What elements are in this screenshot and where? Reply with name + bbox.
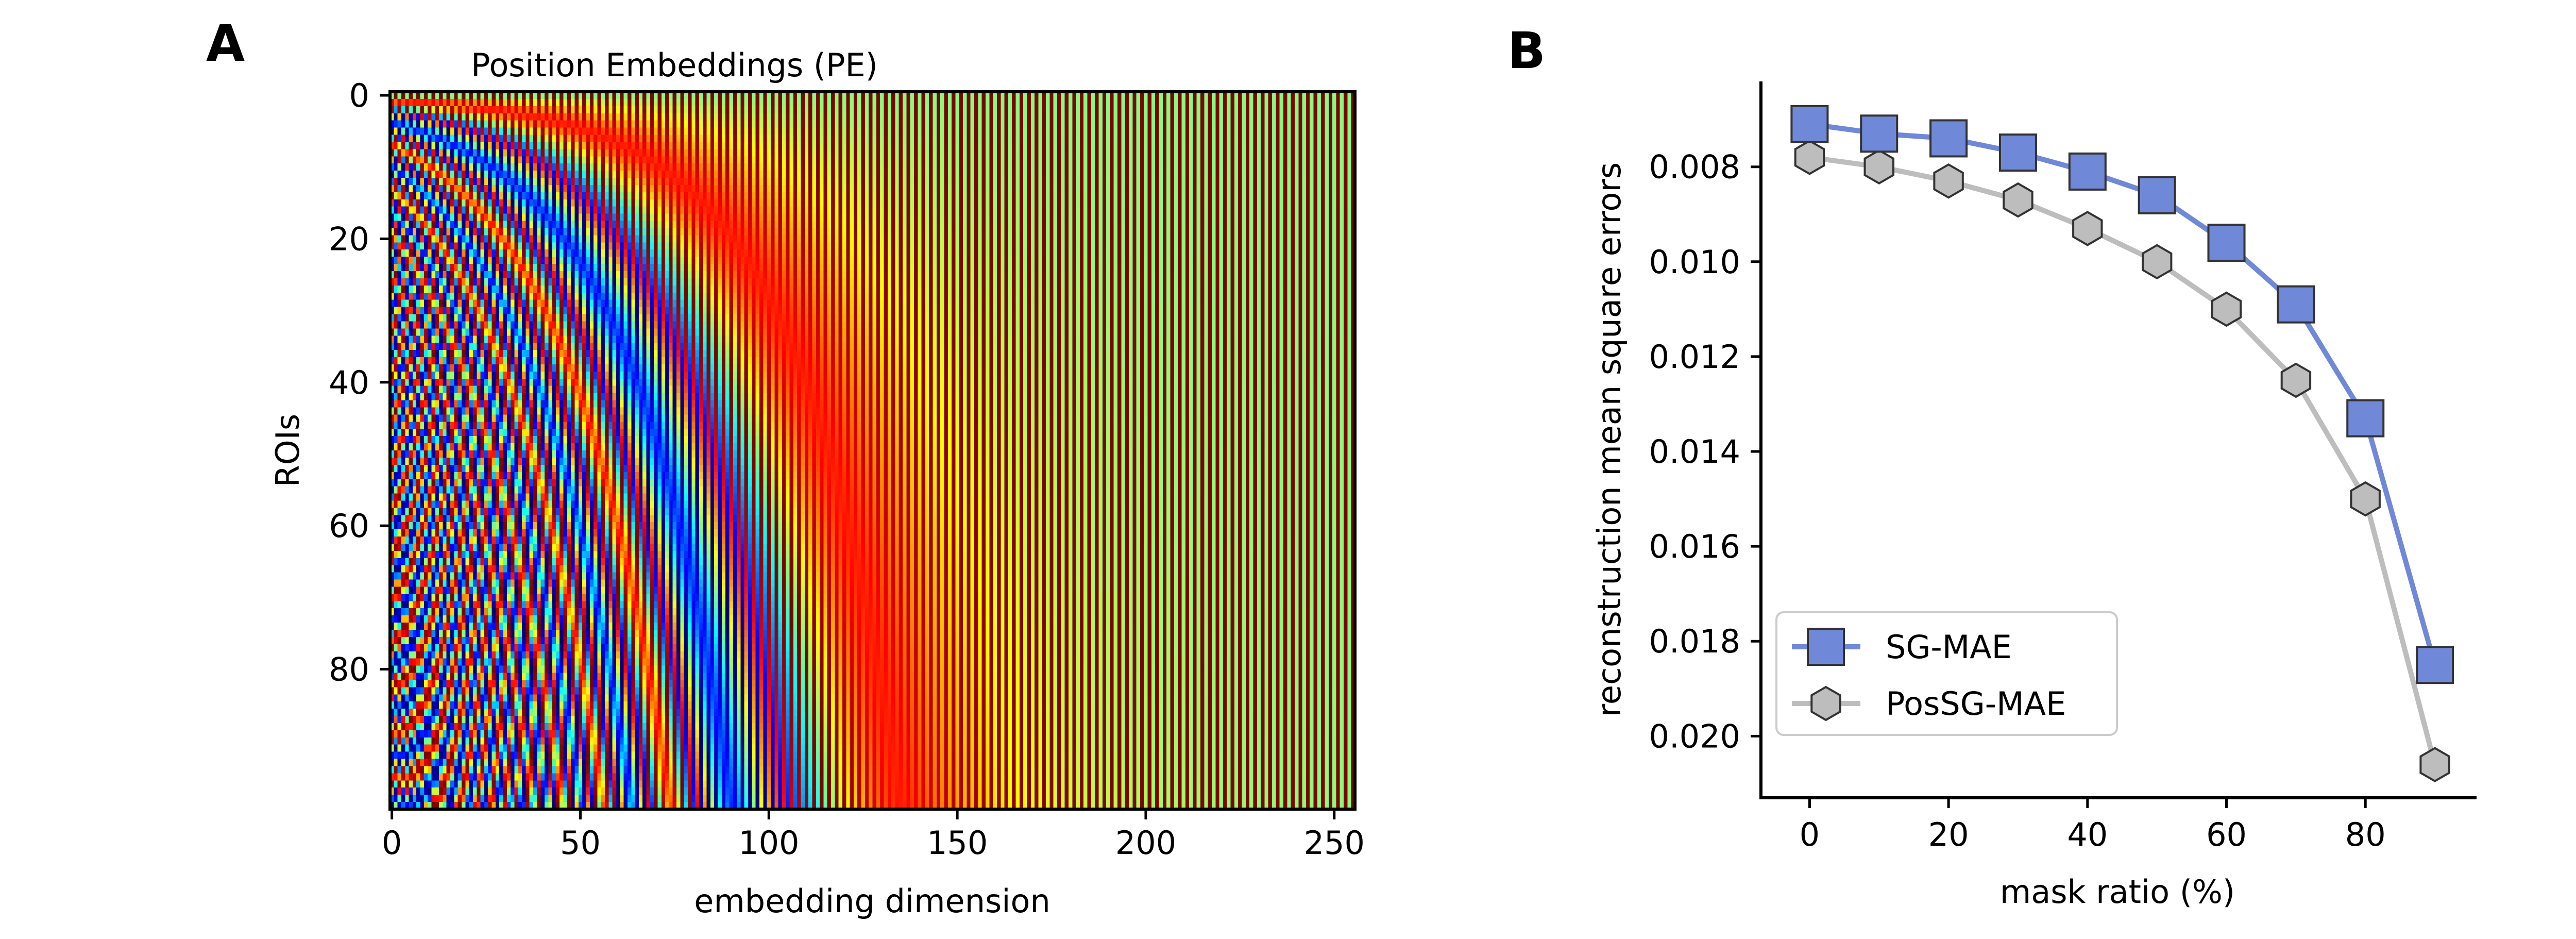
data-point-square: [1790, 105, 1829, 143]
series-line-hexagon: [1809, 155, 2437, 765]
data-point-square: [1929, 119, 1968, 158]
heatmap-y-tick-label: 0: [349, 77, 369, 114]
heatmap-y-tick-label: 80: [329, 651, 369, 689]
panel-letter-b: B: [1507, 22, 1546, 80]
legend-label-sg-mae: SG-MAE: [1886, 628, 2012, 666]
data-point-hexagon: [2072, 211, 2103, 246]
heatmap-x-tick-label: 150: [927, 824, 988, 862]
heatmap-y-tick-label: 40: [329, 364, 369, 401]
data-point-square: [2277, 285, 2315, 324]
line-chart-x-tick-label: 0: [1800, 816, 1820, 853]
heatmap-image-container: [390, 92, 1355, 809]
data-point-hexagon: [2142, 244, 2173, 280]
line-chart-y-tick-label: 0.020: [1649, 717, 1741, 755]
line-chart-x-ticks: 0 20 40 60 80: [1800, 798, 2386, 853]
line-chart-x-tick-label: 60: [2206, 816, 2247, 853]
legend: SG-MAE PosSG-MAE: [1775, 611, 2118, 736]
line-chart-y-axis-label: reconstruction mean square errors: [1590, 162, 1628, 717]
data-point-hexagon: [2419, 747, 2450, 782]
data-point-square: [1998, 133, 2037, 172]
heatmap-image: [390, 92, 1355, 809]
heatmap-panel: Position Embeddings (PE) 0 50 100 150 200 250…: [269, 46, 1365, 920]
line-chart-y-tick-label: 0.018: [1649, 623, 1741, 660]
heatmap-y-axis-label: ROIs: [269, 414, 307, 487]
series-line-square: [1809, 121, 2437, 666]
data-point-hexagon: [2350, 481, 2381, 517]
line-chart-x-tick-label: 80: [2345, 816, 2386, 853]
line-chart-y-tick-label: 0.014: [1649, 433, 1741, 471]
heatmap-x-axis-label: embedding dimension: [694, 882, 1050, 920]
line-chart-y-tick-label: 0.008: [1649, 148, 1741, 186]
legend-marker-square: [1807, 628, 1845, 666]
line-chart-x-axis-label: mask ratio (%): [2000, 873, 2235, 911]
data-point-hexagon: [2280, 362, 2312, 398]
data-point-square: [2138, 176, 2176, 214]
line-chart-x-tick-label: 40: [2067, 816, 2108, 853]
panel-letter-a: A: [206, 14, 245, 73]
legend-label-possg-mae: PosSG-MAE: [1886, 685, 2066, 723]
data-point-square: [2416, 646, 2454, 684]
heatmap-frame: [388, 90, 1357, 811]
legend-marker-hexagon: [1810, 685, 1841, 722]
data-point-hexagon: [2211, 291, 2242, 327]
heatmap-y-tick-label: 60: [329, 507, 369, 545]
heatmap-x-ticks: 0 50 100 150 200 250: [382, 809, 1365, 862]
line-chart-y-tick-label: 0.010: [1649, 243, 1741, 281]
heatmap-x-tick-label: 0: [382, 824, 402, 862]
line-chart-x-tick-label: 20: [1928, 816, 1969, 853]
line-chart-y-ticks: 0.008 0.010 0.012 0.014 0.016 0.018 0.020: [1649, 148, 1761, 755]
line-chart-plot: [1790, 105, 2454, 782]
line-chart-y-tick-label: 0.012: [1649, 338, 1741, 376]
data-point-square: [1860, 114, 1899, 153]
heatmap-title: Position Embeddings (PE): [471, 46, 878, 84]
data-point-square: [2207, 223, 2246, 262]
data-point-hexagon: [1933, 163, 1964, 199]
data-point-hexagon: [2003, 182, 2033, 218]
heatmap-x-tick-label: 250: [1304, 824, 1365, 862]
heatmap-x-tick-label: 100: [738, 824, 799, 862]
legend-box: [1775, 611, 2118, 736]
data-point-square: [2346, 399, 2385, 438]
line-chart-panel: 0 20 40 60 80 0.008 0.010 0.012 0.014 0.016 0.018…: [1590, 81, 2477, 911]
heatmap-y-tick-label: 20: [329, 220, 369, 258]
heatmap-x-tick-label: 50: [560, 824, 601, 862]
heatmap-x-tick-label: 200: [1115, 824, 1176, 862]
line-chart-y-tick-label: 0.016: [1649, 528, 1741, 565]
data-point-square: [2068, 152, 2107, 191]
heatmap-y-ticks: 0 20 40 60 80: [329, 77, 390, 689]
data-point-hexagon: [1863, 149, 1894, 185]
data-point-hexagon: [1794, 139, 1825, 175]
